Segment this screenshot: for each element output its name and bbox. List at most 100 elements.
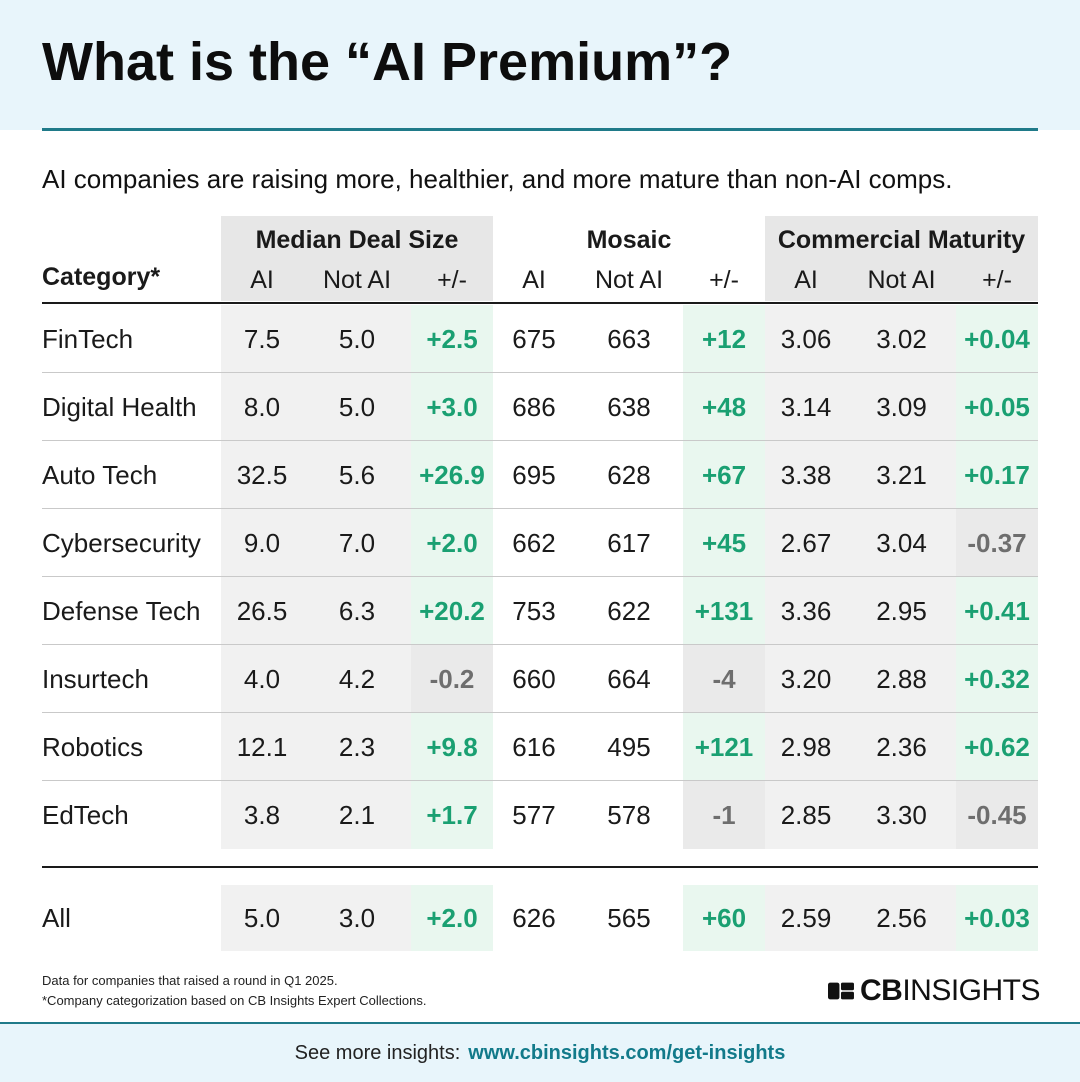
row-delta-shade bbox=[956, 645, 1038, 713]
table-row-value: +48 bbox=[701, 391, 747, 422]
table-row-value: 3.20 bbox=[780, 663, 832, 694]
row-divider bbox=[42, 712, 1038, 713]
table-row-value: 3.36 bbox=[780, 595, 832, 626]
total-row-delta-shade bbox=[411, 885, 493, 951]
table-row-value: +1.7 bbox=[426, 799, 478, 830]
total-row-value: 626 bbox=[512, 902, 556, 933]
row-delta-shade bbox=[411, 713, 493, 781]
column-header: Not AI bbox=[867, 265, 936, 294]
table-row-value: 495 bbox=[607, 731, 651, 762]
row-divider bbox=[42, 372, 1038, 373]
total-row-value: 3.0 bbox=[338, 902, 376, 933]
row-divider bbox=[42, 780, 1038, 781]
table-row-value: +20.2 bbox=[419, 595, 485, 626]
column-header: +/- bbox=[709, 265, 739, 294]
row-shade bbox=[765, 305, 956, 373]
table-row-value: 3.06 bbox=[780, 323, 832, 354]
row-delta-shade bbox=[411, 305, 493, 373]
row-shade bbox=[765, 509, 956, 577]
table-row-value: 3.04 bbox=[876, 527, 927, 558]
table-row-value: 686 bbox=[512, 391, 556, 422]
table-row-category: FinTech bbox=[42, 323, 134, 354]
total-row-shade bbox=[765, 885, 956, 951]
table-row-value: 2.85 bbox=[780, 799, 832, 830]
row-delta-shade bbox=[956, 373, 1038, 441]
footnote-category: *Company categorization based on CB Insi… bbox=[42, 993, 427, 1008]
table-row-value: +0.04 bbox=[964, 323, 1030, 354]
row-delta-shade bbox=[683, 305, 765, 373]
row-delta-shade bbox=[683, 441, 765, 509]
table-row-value: 3.14 bbox=[780, 391, 832, 422]
row-shade bbox=[765, 373, 956, 441]
row-divider bbox=[42, 644, 1038, 645]
table-row-value: 638 bbox=[607, 391, 651, 422]
table-row-value: 8.0 bbox=[243, 391, 281, 422]
column-header: +/- bbox=[437, 265, 467, 294]
table-row-value: 616 bbox=[512, 731, 556, 762]
table-row-value: -0.2 bbox=[429, 663, 475, 694]
table-row-value: 7.0 bbox=[338, 527, 376, 558]
table-row-value: 3.30 bbox=[876, 799, 927, 830]
table-row-category: Cybersecurity bbox=[42, 527, 201, 558]
table-row-value: +0.62 bbox=[964, 731, 1030, 762]
table-row-value: -0.45 bbox=[967, 799, 1027, 830]
total-row-value: 2.56 bbox=[876, 902, 927, 933]
table-row-value: 2.1 bbox=[338, 799, 376, 830]
footer-text: See more insights: bbox=[294, 1041, 461, 1064]
column-header: Not AI bbox=[322, 265, 392, 294]
table-row-category: Defense Tech bbox=[42, 595, 201, 626]
row-shade bbox=[221, 645, 411, 713]
row-shade bbox=[765, 645, 956, 713]
total-row-delta-shade bbox=[683, 885, 765, 951]
table-row-value: 628 bbox=[607, 459, 651, 490]
table-row-value: 3.8 bbox=[243, 799, 281, 830]
group-header: Commercial Maturity bbox=[777, 225, 1026, 254]
table-row-value: 622 bbox=[607, 595, 651, 626]
total-row-value: 5.0 bbox=[243, 902, 281, 933]
table-row-category: Insurtech bbox=[42, 663, 149, 694]
row-divider bbox=[42, 440, 1038, 441]
row-delta-shade bbox=[411, 509, 493, 577]
total-row-delta-shade bbox=[956, 885, 1038, 951]
row-delta-shade bbox=[683, 509, 765, 577]
row-delta-shade bbox=[956, 781, 1038, 849]
table-row-value: 2.36 bbox=[876, 731, 927, 762]
row-shade bbox=[765, 781, 956, 849]
table-row-value: 753 bbox=[512, 595, 556, 626]
row-delta-shade bbox=[411, 781, 493, 849]
row-shade bbox=[221, 373, 411, 441]
row-divider bbox=[42, 576, 1038, 577]
table-row-value: +0.41 bbox=[964, 595, 1030, 626]
table-row-value: 9.0 bbox=[243, 527, 281, 558]
row-delta-shade bbox=[956, 577, 1038, 645]
brand-wordmark: CBINSIGHTS bbox=[859, 974, 1041, 1007]
total-rule-line bbox=[42, 866, 1038, 868]
column-header: AI bbox=[522, 265, 546, 294]
total-row-value: +0.03 bbox=[964, 902, 1030, 933]
total-row-value: +2.0 bbox=[426, 902, 478, 933]
row-delta-shade bbox=[683, 577, 765, 645]
table-row-value: 6.3 bbox=[338, 595, 376, 626]
footer-link[interactable]: www.cbinsights.com/get-insights bbox=[468, 1041, 786, 1064]
table-row-value: +12 bbox=[701, 323, 747, 354]
total-row-shade bbox=[221, 885, 411, 951]
header-banner: What is the “AI Premium”? bbox=[0, 0, 1080, 130]
column-header: +/- bbox=[982, 265, 1012, 294]
table-row-value: 4.2 bbox=[338, 663, 376, 694]
table-row-value: 2.88 bbox=[876, 663, 927, 694]
cb-insights-logo: CBINSIGHTS bbox=[828, 975, 1040, 1007]
table-row-value: -4 bbox=[712, 663, 736, 694]
total-row-value: 2.59 bbox=[780, 902, 832, 933]
table-row-category: EdTech bbox=[42, 799, 129, 830]
row-delta-shade bbox=[683, 713, 765, 781]
row-delta-shade bbox=[956, 441, 1038, 509]
table-row-value: 664 bbox=[607, 663, 651, 694]
column-header: AI bbox=[794, 265, 818, 294]
total-row-value: 565 bbox=[607, 902, 651, 933]
table-row-value: 5.6 bbox=[338, 459, 376, 490]
table-row-value: 695 bbox=[512, 459, 556, 490]
row-delta-shade bbox=[683, 645, 765, 713]
table-row-value: 663 bbox=[607, 323, 651, 354]
row-divider bbox=[42, 508, 1038, 509]
row-shade bbox=[221, 781, 411, 849]
